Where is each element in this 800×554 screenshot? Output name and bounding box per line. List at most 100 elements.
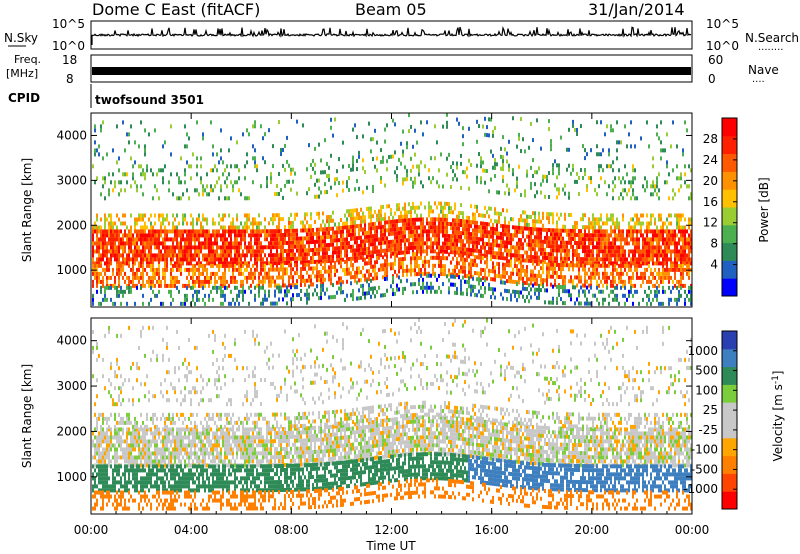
heatmap-cell (512, 253, 514, 258)
heatmap-cell (202, 267, 204, 272)
heatmap-cell (622, 283, 624, 288)
heatmap-cell (556, 212, 558, 217)
heatmap-cell (672, 267, 674, 272)
heatmap-cell (196, 164, 198, 169)
heatmap-cell (280, 152, 282, 157)
heatmap-cell (636, 257, 638, 262)
heatmap-cell (318, 270, 320, 275)
heatmap-cell (536, 277, 538, 282)
heatmap-cell (506, 224, 508, 229)
heatmap-cell (302, 224, 304, 229)
heatmap-cell (366, 261, 368, 266)
heatmap-cell (534, 215, 536, 220)
heatmap-cell (488, 268, 490, 273)
heatmap-cell (142, 168, 144, 173)
heatmap-cell (382, 293, 384, 298)
heatmap-cell (600, 279, 602, 284)
heatmap-cell (470, 232, 472, 237)
heatmap-cell (294, 244, 296, 249)
heatmap-cell (454, 222, 456, 227)
heatmap-cell (402, 265, 404, 270)
heatmap-cell (608, 241, 610, 246)
heatmap-cell (220, 257, 222, 262)
heatmap-cell (160, 213, 162, 218)
heatmap-cell (204, 245, 206, 250)
heatmap-cell (406, 169, 408, 174)
heatmap-cell (582, 241, 584, 246)
heatmap-cell (186, 257, 188, 262)
heatmap-cell (454, 250, 456, 255)
heatmap-cell (184, 293, 186, 298)
heatmap-cell (674, 283, 676, 288)
heatmap-cell (522, 226, 524, 231)
heatmap-cell (336, 169, 338, 174)
heatmap-cell (622, 196, 624, 201)
heatmap-cell (152, 229, 154, 234)
heatmap-cell (342, 245, 344, 250)
heatmap-cell (130, 237, 132, 242)
heatmap-cell (372, 234, 374, 239)
heatmap-cell (216, 249, 218, 254)
heatmap-cell (164, 229, 166, 234)
heatmap-cell (572, 263, 574, 268)
heatmap-cell (682, 241, 684, 246)
heatmap-cell (458, 253, 460, 258)
heatmap-cell (130, 289, 132, 294)
heatmap-cell (156, 229, 158, 234)
heatmap-cell (118, 156, 120, 161)
heatmap-cell (344, 267, 346, 272)
heatmap-cell (138, 144, 140, 149)
heatmap-cell (106, 261, 108, 266)
heatmap-cell (444, 221, 446, 226)
heatmap-cell (328, 265, 330, 270)
heatmap-cell (554, 256, 556, 261)
heatmap-cell (176, 253, 178, 258)
heatmap-cell (402, 234, 404, 239)
heatmap-cell (628, 267, 630, 272)
heatmap-cell (186, 297, 188, 302)
heatmap-cell (516, 144, 518, 149)
heatmap-cell (158, 275, 160, 280)
heatmap-cell (322, 219, 324, 224)
heatmap-cell (336, 250, 338, 255)
heatmap-cell (370, 214, 372, 219)
heatmap-cell (450, 234, 452, 239)
heatmap-cell (448, 221, 450, 226)
heatmap-cell (392, 215, 394, 220)
heatmap-cell (468, 270, 470, 275)
heatmap-cell (566, 232, 568, 237)
heatmap-cell (570, 232, 572, 237)
heatmap-cell (344, 221, 346, 226)
heatmap-cell (190, 261, 192, 266)
heatmap-cell (152, 241, 154, 246)
heatmap-cell (518, 249, 520, 254)
heatmap-cell (434, 289, 436, 294)
heatmap-cell (412, 237, 414, 242)
heatmap-cell (358, 266, 360, 271)
heatmap-cell (188, 253, 190, 258)
heatmap-cell (528, 246, 530, 251)
heatmap-cell (404, 234, 406, 239)
heatmap-cell (258, 275, 260, 280)
heatmap-cell (136, 253, 138, 258)
heatmap-cell (446, 201, 448, 206)
heatmap-cell (274, 233, 276, 238)
heatmap-cell (438, 217, 440, 222)
heatmap-cell (158, 196, 160, 201)
heatmap-cell (412, 249, 414, 254)
heatmap-cell (382, 224, 384, 229)
heatmap-cell (410, 272, 412, 277)
heatmap-cell (492, 242, 494, 247)
heatmap-cell (372, 254, 374, 259)
heatmap-cell (100, 217, 102, 222)
heatmap-cell (630, 229, 632, 234)
heatmap-cell (340, 225, 342, 230)
heatmap-cell (574, 240, 576, 245)
heatmap-cell (180, 156, 182, 161)
heatmap-cell (664, 180, 666, 185)
heatmap-cell (548, 262, 550, 267)
heatmap-cell (282, 275, 284, 280)
heatmap-cell (462, 223, 464, 228)
heatmap-cell (132, 261, 134, 266)
heatmap-cell (456, 246, 458, 251)
